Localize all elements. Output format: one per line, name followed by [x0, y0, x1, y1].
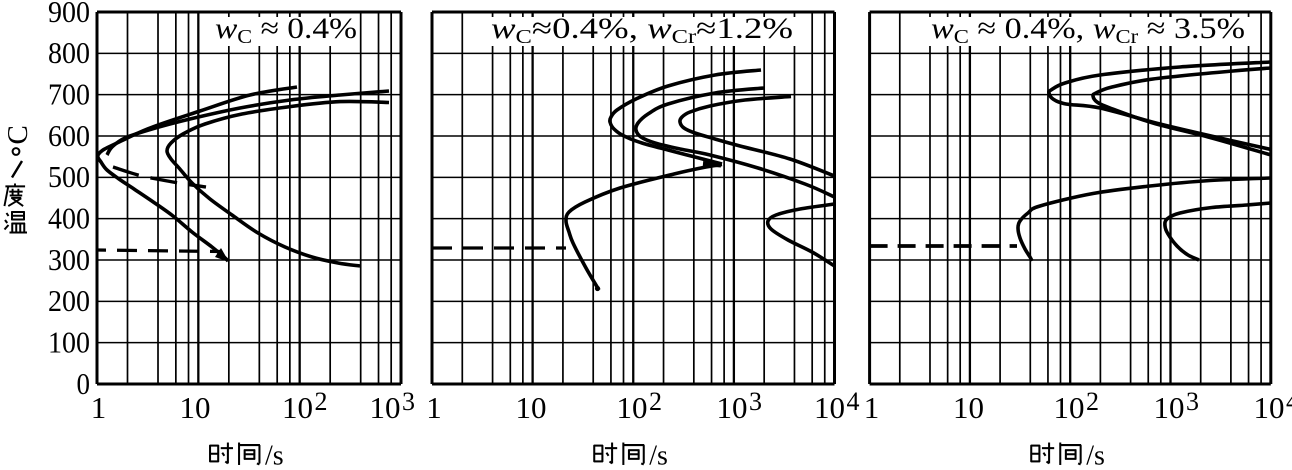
svg-text:/s: /s	[265, 441, 284, 470]
svg-text:10: 10	[180, 390, 211, 425]
svg-text:3: 3	[1186, 387, 1199, 416]
svg-text:10: 10	[1154, 390, 1185, 425]
svg-text:/s: /s	[1086, 441, 1105, 470]
svg-text:wC ≈ 0.4%: wC ≈ 0.4%	[215, 12, 357, 48]
svg-text:0: 0	[77, 366, 91, 401]
svg-text:2: 2	[1086, 387, 1099, 416]
svg-text:500: 500	[48, 159, 90, 194]
svg-text:2: 2	[649, 387, 662, 416]
svg-text:900: 900	[48, 0, 90, 29]
svg-text:C: C	[2, 125, 34, 144]
svg-text:10: 10	[814, 390, 845, 425]
svg-text:10: 10	[516, 390, 547, 425]
svg-text:3: 3	[402, 387, 415, 416]
svg-text:300: 300	[48, 242, 90, 277]
svg-text:10: 10	[282, 390, 313, 425]
svg-text:10: 10	[1054, 390, 1085, 425]
svg-text:200: 200	[48, 283, 90, 318]
svg-text:700: 700	[48, 77, 90, 112]
svg-text:1: 1	[91, 390, 107, 425]
svg-text:4: 4	[1286, 387, 1292, 416]
svg-text:1: 1	[426, 390, 442, 425]
svg-text:wC ≈ 0.4%, wCr ≈ 3.5%: wC ≈ 0.4%, w Cr ≈ 3.5%	[931, 12, 1245, 48]
svg-text:10: 10	[717, 390, 748, 425]
svg-text:800: 800	[48, 35, 90, 70]
svg-text:wC≈0.4%, wCr≈1.2%: w C ≈0.4%, w Cr ≈1.2%	[491, 12, 793, 48]
svg-text:100: 100	[48, 325, 90, 360]
svg-text:2: 2	[315, 387, 328, 416]
svg-text:600: 600	[48, 118, 90, 153]
svg-text:10: 10	[617, 390, 648, 425]
svg-text:10: 10	[370, 390, 401, 425]
svg-text:1: 1	[864, 390, 880, 425]
svg-text:10: 10	[1254, 390, 1285, 425]
svg-text:10: 10	[953, 390, 984, 425]
svg-text:3: 3	[749, 387, 762, 416]
svg-text:/s: /s	[649, 441, 668, 470]
svg-text:4: 4	[847, 387, 860, 416]
svg-text:400: 400	[48, 201, 90, 236]
